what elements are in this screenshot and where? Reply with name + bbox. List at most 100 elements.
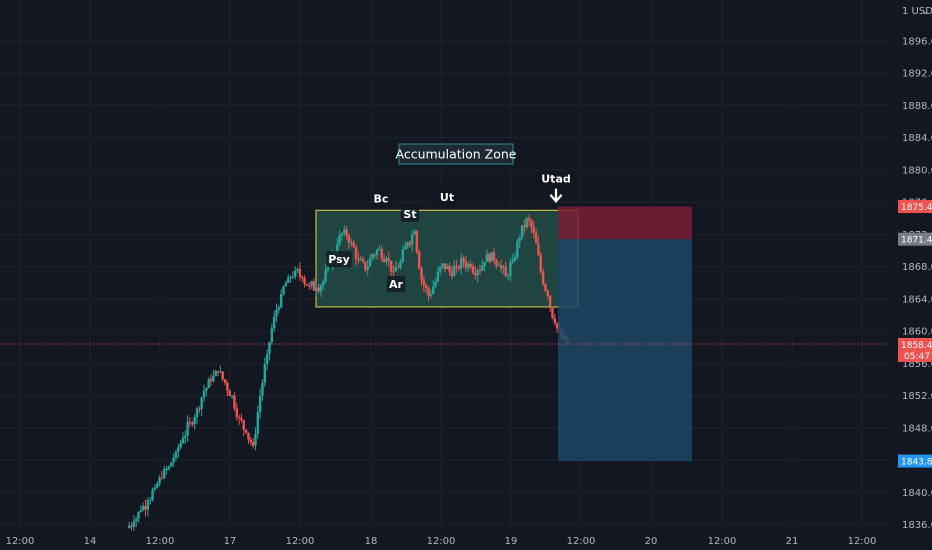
candle-body [146,500,150,510]
candle-body [446,265,449,269]
candle [439,265,442,275]
zone-title-box: Accumulation Zone [396,143,517,165]
candle-body [223,379,227,383]
candle [546,288,549,300]
candle-body [310,281,313,287]
candle-body [555,323,559,329]
x-tick-label: 12:00 [146,536,175,547]
stop-loss-zone[interactable] [558,206,692,240]
y-tick-label: 1868.00 [902,262,932,273]
candle-body [534,232,538,244]
candle [268,341,271,361]
candle-body [345,229,348,237]
candle-body [207,379,210,388]
candle [310,280,313,289]
candle [275,303,278,322]
candle-body [284,282,288,287]
candle-body [265,353,269,364]
candle-body [441,263,444,267]
candle [453,260,456,277]
annotation-ar: Ar [386,276,406,293]
candle [286,274,290,284]
candle [191,420,194,427]
candle-body [202,390,206,398]
candle [240,413,243,423]
candle [502,264,505,275]
time-axis[interactable]: 12:00 14 12:00 17 12:00 18 12:00 19 12:00 20 12:00… [6,536,877,547]
candle [228,389,231,397]
candle [427,286,430,302]
candle-body [422,279,426,286]
candle-body [214,370,217,377]
candle [422,275,426,292]
x-tick-label: 12:00 [708,536,737,547]
candle-body [401,249,404,262]
candle-body [340,233,344,236]
candle-body [256,412,259,434]
candle-body [460,258,463,269]
candle [142,502,145,512]
take-profit-zone[interactable] [558,239,692,462]
candle-body [429,294,433,296]
y-tick-label: 1860.00 [902,327,932,338]
candle-body [439,266,442,272]
candle [179,439,182,450]
candle-body [322,281,325,286]
candle-body [336,244,339,254]
candle [385,256,388,265]
candle-body [375,249,379,256]
candle-body [235,408,238,418]
candle [371,253,374,262]
candle [137,511,140,523]
annotation-utad: Utad [539,170,573,203]
candle-body [497,265,500,267]
candle-body [478,269,482,271]
candle-body [301,276,304,278]
candle [291,271,295,280]
candle [539,251,542,275]
short-position-tool[interactable] [558,206,692,462]
currency-label[interactable]: 1 USD [902,6,932,17]
candle [382,254,386,263]
wyckoff-annotations: Psy Bc St Ar Ut Utad [326,170,573,293]
candle-body [212,376,215,382]
candle [525,216,528,230]
candle-body [427,288,430,296]
candle [548,294,552,312]
candle [450,265,454,280]
candle [460,253,463,275]
candle-body [226,382,229,391]
candle [324,263,327,284]
candle [149,497,152,505]
candle-body [317,287,320,292]
candle [127,521,131,529]
candle-body [352,242,355,247]
candle-body [373,254,376,256]
candle [448,262,451,276]
candle [193,414,196,430]
price-badge-bg [898,454,932,468]
candle-body [324,270,327,282]
candle-body [366,266,369,270]
candle-body [186,421,189,436]
candle [254,427,257,451]
annotation-bg [386,276,406,293]
candle [429,289,433,299]
candle [279,289,283,309]
candle [305,283,309,286]
candle [518,235,521,249]
candle [144,499,147,517]
candle [265,349,269,371]
candle [237,414,241,425]
price-badge: 1843.88 [898,454,932,468]
candle-body [158,477,161,484]
candle [446,263,449,270]
candle [200,396,203,417]
candle [392,265,395,277]
candle-body [403,246,407,250]
candle [534,228,538,244]
candle-body [308,285,311,287]
currency-caret-icon[interactable]: ⌄ [921,6,929,17]
candle-body [354,246,358,259]
